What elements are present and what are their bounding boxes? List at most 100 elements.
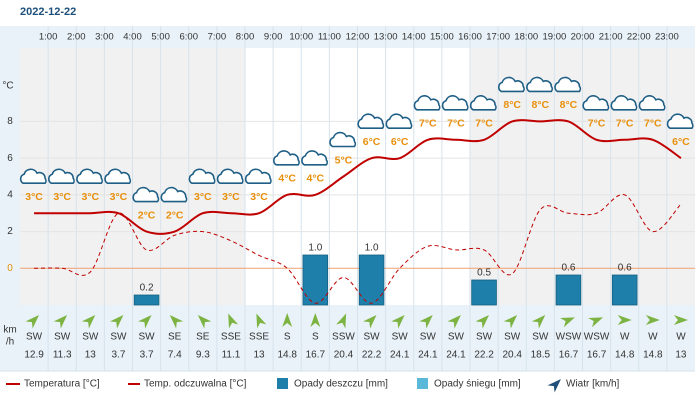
- rain-bar: [133, 294, 160, 306]
- wind-speed: 18.5: [531, 350, 551, 361]
- temperature-label: 7°C: [616, 118, 634, 130]
- hour-label: 8:00: [236, 32, 255, 43]
- wind-speed: 3.7: [140, 350, 154, 361]
- temperature-label: 3°C: [25, 191, 43, 203]
- hour-label: 1:00: [39, 32, 58, 43]
- cloud: [413, 95, 441, 111]
- temperature-label: 5°C: [335, 154, 353, 166]
- wind-arrow: [138, 315, 152, 329]
- cloud: [610, 95, 638, 111]
- hour-label: 4:00: [123, 32, 142, 43]
- weather-icon: [19, 168, 47, 185]
- cloud: [48, 168, 75, 185]
- wind-direction: W: [648, 332, 658, 343]
- weather-icon: [526, 76, 553, 93]
- wind-direction: SSW: [332, 332, 355, 343]
- hour-label: 19:00: [542, 32, 566, 43]
- rain-label: 0.5: [477, 268, 491, 279]
- wind-speed: 9.3: [196, 350, 210, 361]
- temperature-label: 6°C: [391, 136, 409, 148]
- wind-speed: 13: [675, 350, 687, 361]
- wind-direction: S: [284, 332, 291, 343]
- wind-arrow: [109, 315, 124, 329]
- weather-icon: [413, 95, 441, 111]
- wind-arrow: [560, 317, 575, 328]
- temperature-label: 3°C: [53, 191, 71, 203]
- wind-arrow: [228, 313, 239, 329]
- cloud: [638, 95, 666, 111]
- wind-speed: 20.4: [502, 350, 522, 361]
- wind-speed: 22.2: [362, 350, 382, 361]
- wind-speed: 7.4: [168, 350, 182, 361]
- hour-label: 23:00: [655, 32, 679, 43]
- wind-arrow: [419, 315, 433, 329]
- cloud: [329, 131, 357, 148]
- wind-direction: SW: [504, 332, 521, 343]
- wind-arrow: [391, 315, 405, 329]
- wind-speed: 20.4: [334, 350, 354, 361]
- cloud: [160, 186, 188, 203]
- hour-label: 6:00: [180, 32, 199, 43]
- wind-speed: 3.7: [111, 350, 125, 361]
- weather-icon: [188, 168, 216, 185]
- wind-arrow: [645, 315, 660, 325]
- wind-arrow: [531, 315, 546, 329]
- hour-label: 13:00: [374, 32, 398, 43]
- legend-label: Wiatr [km/h]: [566, 379, 620, 390]
- wind-unit: km: [3, 325, 16, 336]
- cloud: [19, 168, 47, 185]
- y-tick-label: 8: [7, 116, 13, 127]
- y-tick-label: 6: [7, 153, 13, 164]
- wind-direction: SW: [532, 332, 549, 343]
- wind-speed: 13: [85, 350, 97, 361]
- legend-swatch: [277, 378, 288, 389]
- wind-arrow: [503, 315, 518, 329]
- cloud: [216, 168, 244, 185]
- weather-icon: [244, 168, 272, 185]
- wind-speed: 16.7: [587, 350, 607, 361]
- weather-icon: [610, 95, 638, 111]
- y-axis-label: °C: [2, 81, 13, 92]
- weather-icon: [666, 113, 694, 129]
- wind-unit: /h: [6, 337, 14, 348]
- rain-bar: [358, 254, 385, 306]
- wind-direction: W: [620, 332, 630, 343]
- wind-speed: 24.1: [390, 350, 410, 361]
- temperature-label: 7°C: [475, 118, 493, 130]
- wind-direction: W: [676, 332, 686, 343]
- hour-label: 16:00: [458, 32, 482, 43]
- rain-bar: [611, 274, 638, 306]
- weather-icon: [329, 131, 357, 148]
- wind-arrow: [475, 315, 490, 329]
- wind-direction: SW: [54, 332, 71, 343]
- wind-speed: 14.8: [277, 350, 297, 361]
- temperature-label: 7°C: [447, 118, 465, 130]
- cloud: [554, 76, 582, 93]
- temperature-label: 7°C: [644, 118, 662, 130]
- temperature-label: 3°C: [110, 191, 128, 203]
- wind-speed: 11.3: [53, 350, 72, 361]
- wind-arrow: [588, 317, 604, 328]
- temperature-label: 3°C: [194, 191, 212, 203]
- wind-speed: 13: [254, 350, 266, 361]
- y-tick-label: 4: [7, 189, 13, 200]
- hour-label: 17:00: [486, 32, 510, 43]
- hour-label: 5:00: [151, 32, 170, 43]
- chart-title: 2022-12-22: [20, 6, 76, 18]
- cloud: [526, 76, 553, 93]
- weather-icon: [441, 95, 469, 111]
- temperature-label: 4°C: [278, 173, 296, 185]
- y-tick-label: 0: [7, 263, 13, 274]
- wind-speed: 24.1: [446, 350, 466, 361]
- weather-icon: [385, 113, 413, 129]
- wind-direction: SW: [139, 332, 156, 343]
- cloud: [582, 95, 610, 111]
- legend-label: Opady śniegu [mm]: [434, 379, 521, 390]
- weather-icon: [76, 168, 103, 185]
- temperature-label: 6°C: [363, 136, 381, 148]
- wind-arrow: [282, 313, 293, 327]
- wind-direction: SW: [110, 332, 127, 343]
- wind-speed: 14.8: [615, 350, 635, 361]
- wind-direction: SW: [392, 332, 409, 343]
- rain-label: 1.0: [365, 243, 379, 254]
